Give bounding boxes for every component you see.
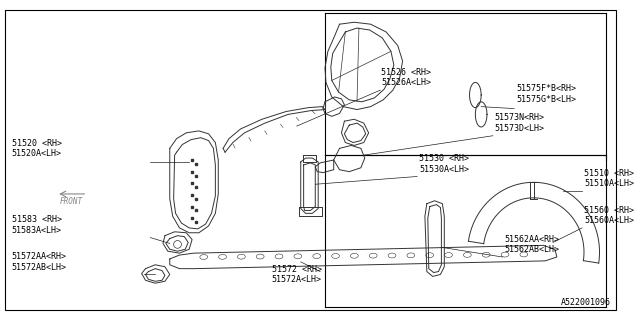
Text: 51575F*B<RH>
51575G*B<LH>: 51575F*B<RH> 51575G*B<LH>	[516, 84, 576, 104]
Text: 51526 <RH>
51526A<LH>: 51526 <RH> 51526A<LH>	[381, 68, 431, 87]
Text: 51573N<RH>
51573D<LH>: 51573N<RH> 51573D<LH>	[495, 113, 545, 133]
Text: 51510 <RH>
51510A<LH>: 51510 <RH> 51510A<LH>	[584, 169, 634, 188]
Text: 51572 <RH>
51572A<LH>: 51572 <RH> 51572A<LH>	[271, 265, 322, 284]
Text: 51562AA<RH>
51562AB<LH>: 51562AA<RH> 51562AB<LH>	[504, 235, 559, 254]
Text: 51530 <RH>
51530A<LH>: 51530 <RH> 51530A<LH>	[419, 154, 469, 173]
Text: 51560 <RH>
51560A<LH>: 51560 <RH> 51560A<LH>	[584, 205, 634, 225]
Text: 51572AA<RH>
51572AB<LH>: 51572AA<RH> 51572AB<LH>	[12, 252, 67, 272]
Text: FRONT: FRONT	[60, 197, 83, 206]
Text: A522001096: A522001096	[561, 299, 611, 308]
Text: 51520 <RH>
51520A<LH>: 51520 <RH> 51520A<LH>	[12, 139, 61, 158]
Text: 51583 <RH>
51583A<LH>: 51583 <RH> 51583A<LH>	[12, 215, 61, 235]
